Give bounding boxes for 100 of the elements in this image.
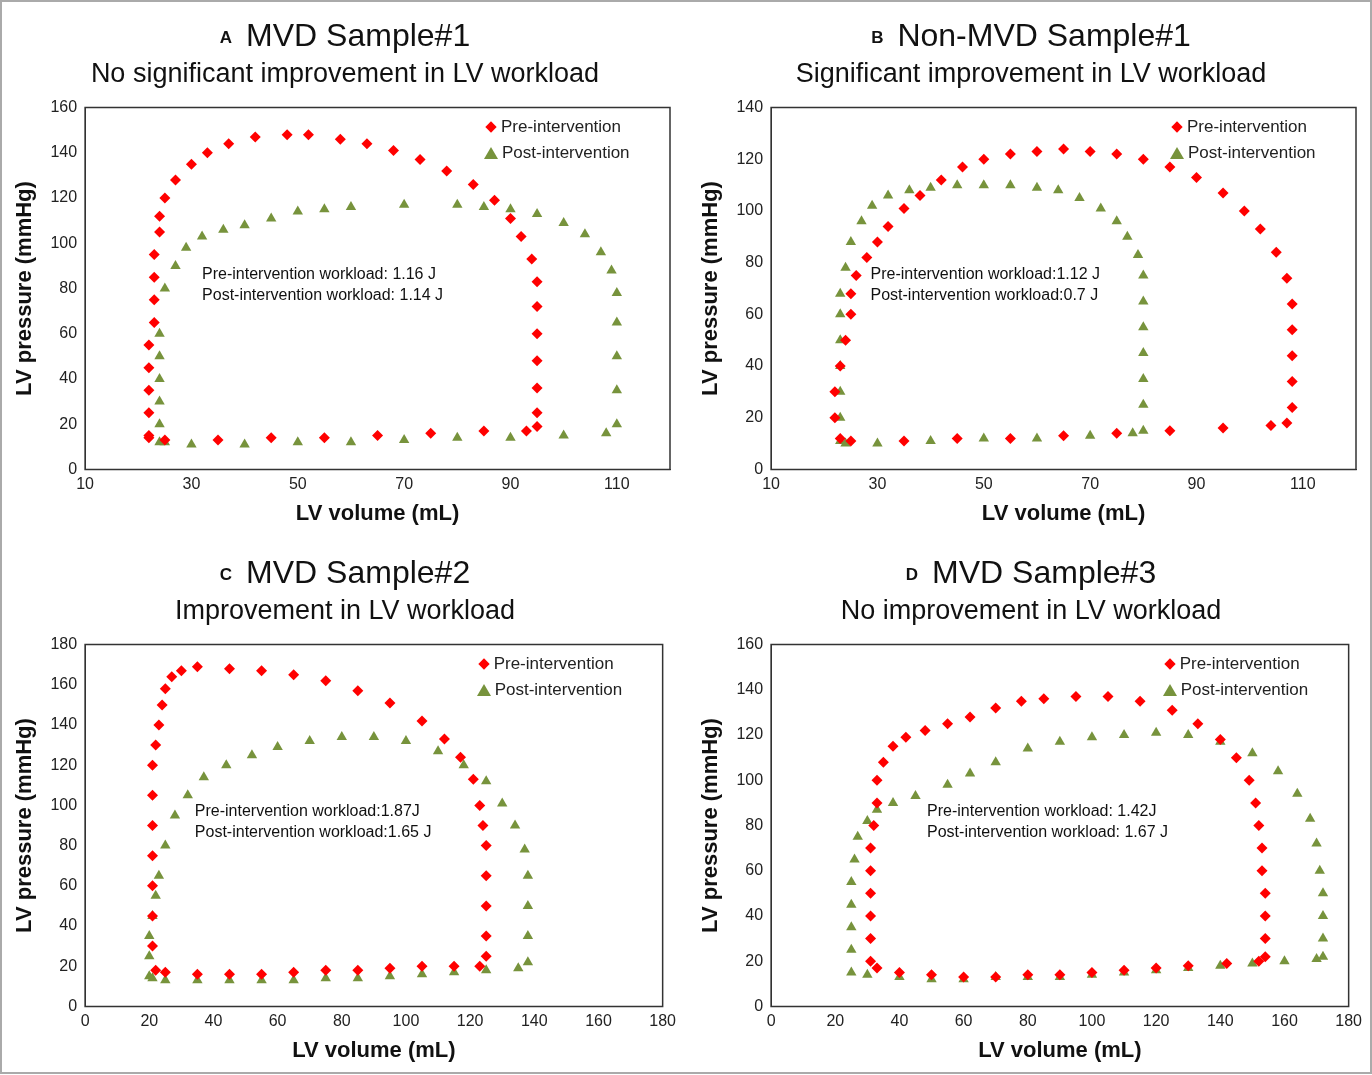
y-tick-label: 140 [736,98,764,116]
text: A [219,27,233,47]
y-tick-label: 160 [50,98,78,116]
x-tick-label: 80 [1018,1012,1037,1030]
chart-subtitle: No improvement in LV workload [839,593,1223,626]
x-axis-title: LV volume (mL) [292,1036,456,1062]
x-tick-label: 60 [268,1012,287,1030]
y-tick-label: 120 [50,755,78,773]
x-tick-label: 100 [392,1012,420,1030]
legend-label: Pre-intervention [1179,653,1300,673]
y-tick-label: 0 [754,996,764,1014]
text: D [905,564,919,584]
text: B [871,27,884,47]
legend-label: Post-intervention [502,142,630,162]
y-tick-label: 120 [736,149,764,167]
x-tick-label: 100 [1078,1012,1106,1030]
y-tick-label: 40 [59,916,78,934]
chart-title: Non-MVD Sample#1 [897,17,1191,53]
annotation: Pre-intervention workload:1.87J [194,801,421,822]
y-tick-label: 20 [745,408,764,426]
y-axis-title: LV pressure (mmHg) [11,181,37,396]
y-tick-label: 100 [736,201,764,219]
chart-subtitle: Significant improvement in LV workload [794,56,1268,89]
x-tick-label: 80 [332,1012,351,1030]
annotation: Post-intervention workload:0.7 J [870,285,1100,306]
legend-label: Post-intervention [494,679,623,699]
y-axis-title: LV pressure (mmHg) [697,718,723,933]
x-tick-label: 0 [80,1012,90,1030]
y-tick-label: 120 [50,188,78,206]
x-tick-label: 20 [140,1012,159,1030]
annotation: Post-intervention workload: 1.67 J [927,822,1169,843]
y-axis-title: LV pressure (mmHg) [11,718,37,933]
x-tick-label: 40 [890,1012,909,1030]
x-tick-label: 10 [76,475,95,493]
annotation: Post-intervention workload:1.65 J [194,822,432,843]
x-tick-label: 30 [182,475,201,493]
y-tick-label: 20 [59,956,78,974]
x-tick-label: 10 [762,475,781,493]
y-tick-label: 0 [68,996,78,1014]
x-tick-label: 90 [1187,475,1206,493]
x-tick-label: 160 [585,1012,612,1030]
annotation: Pre-intervention workload: 1.42J [927,801,1158,822]
y-tick-label: 160 [50,675,78,693]
chart-subtitle: No significant improvement in LV workload [89,56,601,89]
x-axis-title: LV volume (mL) [295,499,460,525]
y-tick-label: 80 [59,836,78,854]
legend-label: Pre-intervention [1187,116,1308,136]
x-tick-label: 20 [826,1012,845,1030]
y-tick-label: 0 [754,459,764,477]
x-tick-label: 110 [1290,475,1316,493]
y-tick-label: 80 [59,278,78,296]
annotation: Post-intervention workload: 1.14 J [202,285,444,306]
text: C [219,564,233,584]
x-tick-label: 180 [1335,1012,1363,1030]
x-tick-label: 70 [395,475,414,493]
y-tick-label: 40 [745,356,764,374]
y-tick-label: 180 [50,635,78,653]
annotation: Pre-intervention workload:1.12 J [870,264,1100,285]
y-axis-title: LV pressure (mmHg) [697,181,723,396]
x-tick-label: 30 [868,475,887,493]
y-tick-label: 160 [736,635,764,653]
x-tick-label: 160 [1271,1012,1298,1030]
y-tick-label: 60 [59,324,78,342]
y-tick-label: 40 [59,369,78,387]
y-tick-label: 40 [745,906,764,924]
x-tick-label: 0 [766,1012,776,1030]
y-tick-label: 140 [50,143,78,161]
x-tick-label: 70 [1081,475,1100,493]
y-tick-label: 60 [745,304,764,322]
x-tick-label: 60 [954,1012,973,1030]
x-tick-label: 90 [501,475,520,493]
y-tick-label: 140 [736,680,764,698]
x-axis-title: LV volume (mL) [978,1036,1142,1062]
chart-title: MVD Sample#3 [932,554,1157,590]
chart-subtitle: Improvement in LV workload [173,593,517,626]
x-tick-label: 110 [604,475,630,493]
y-tick-label: 100 [50,233,78,251]
chart-title: MVD Sample#1 [246,17,471,53]
x-tick-label: 40 [204,1012,223,1030]
chart-title: MVD Sample#2 [246,554,471,590]
y-tick-label: 0 [68,459,78,477]
y-tick-label: 80 [745,253,764,271]
x-tick-label: 120 [1142,1012,1170,1030]
y-tick-label: 100 [50,795,78,813]
y-tick-label: 20 [59,414,78,432]
y-tick-label: 140 [50,715,78,733]
x-tick-label: 50 [974,475,993,493]
y-tick-label: 60 [59,876,78,894]
y-tick-label: 20 [745,951,764,969]
legend-label: Post-intervention [1188,142,1316,162]
legend-label: Post-intervention [1180,679,1309,699]
x-tick-label: 50 [288,475,307,493]
x-tick-label: 140 [520,1012,548,1030]
y-tick-label: 60 [745,861,764,879]
x-tick-label: 180 [649,1012,677,1030]
y-tick-label: 100 [736,770,764,788]
y-tick-label: 120 [736,725,764,743]
x-axis-title: LV volume (mL) [981,499,1146,525]
x-tick-label: 140 [1206,1012,1234,1030]
annotation: Pre-intervention workload: 1.16 J [202,264,437,285]
